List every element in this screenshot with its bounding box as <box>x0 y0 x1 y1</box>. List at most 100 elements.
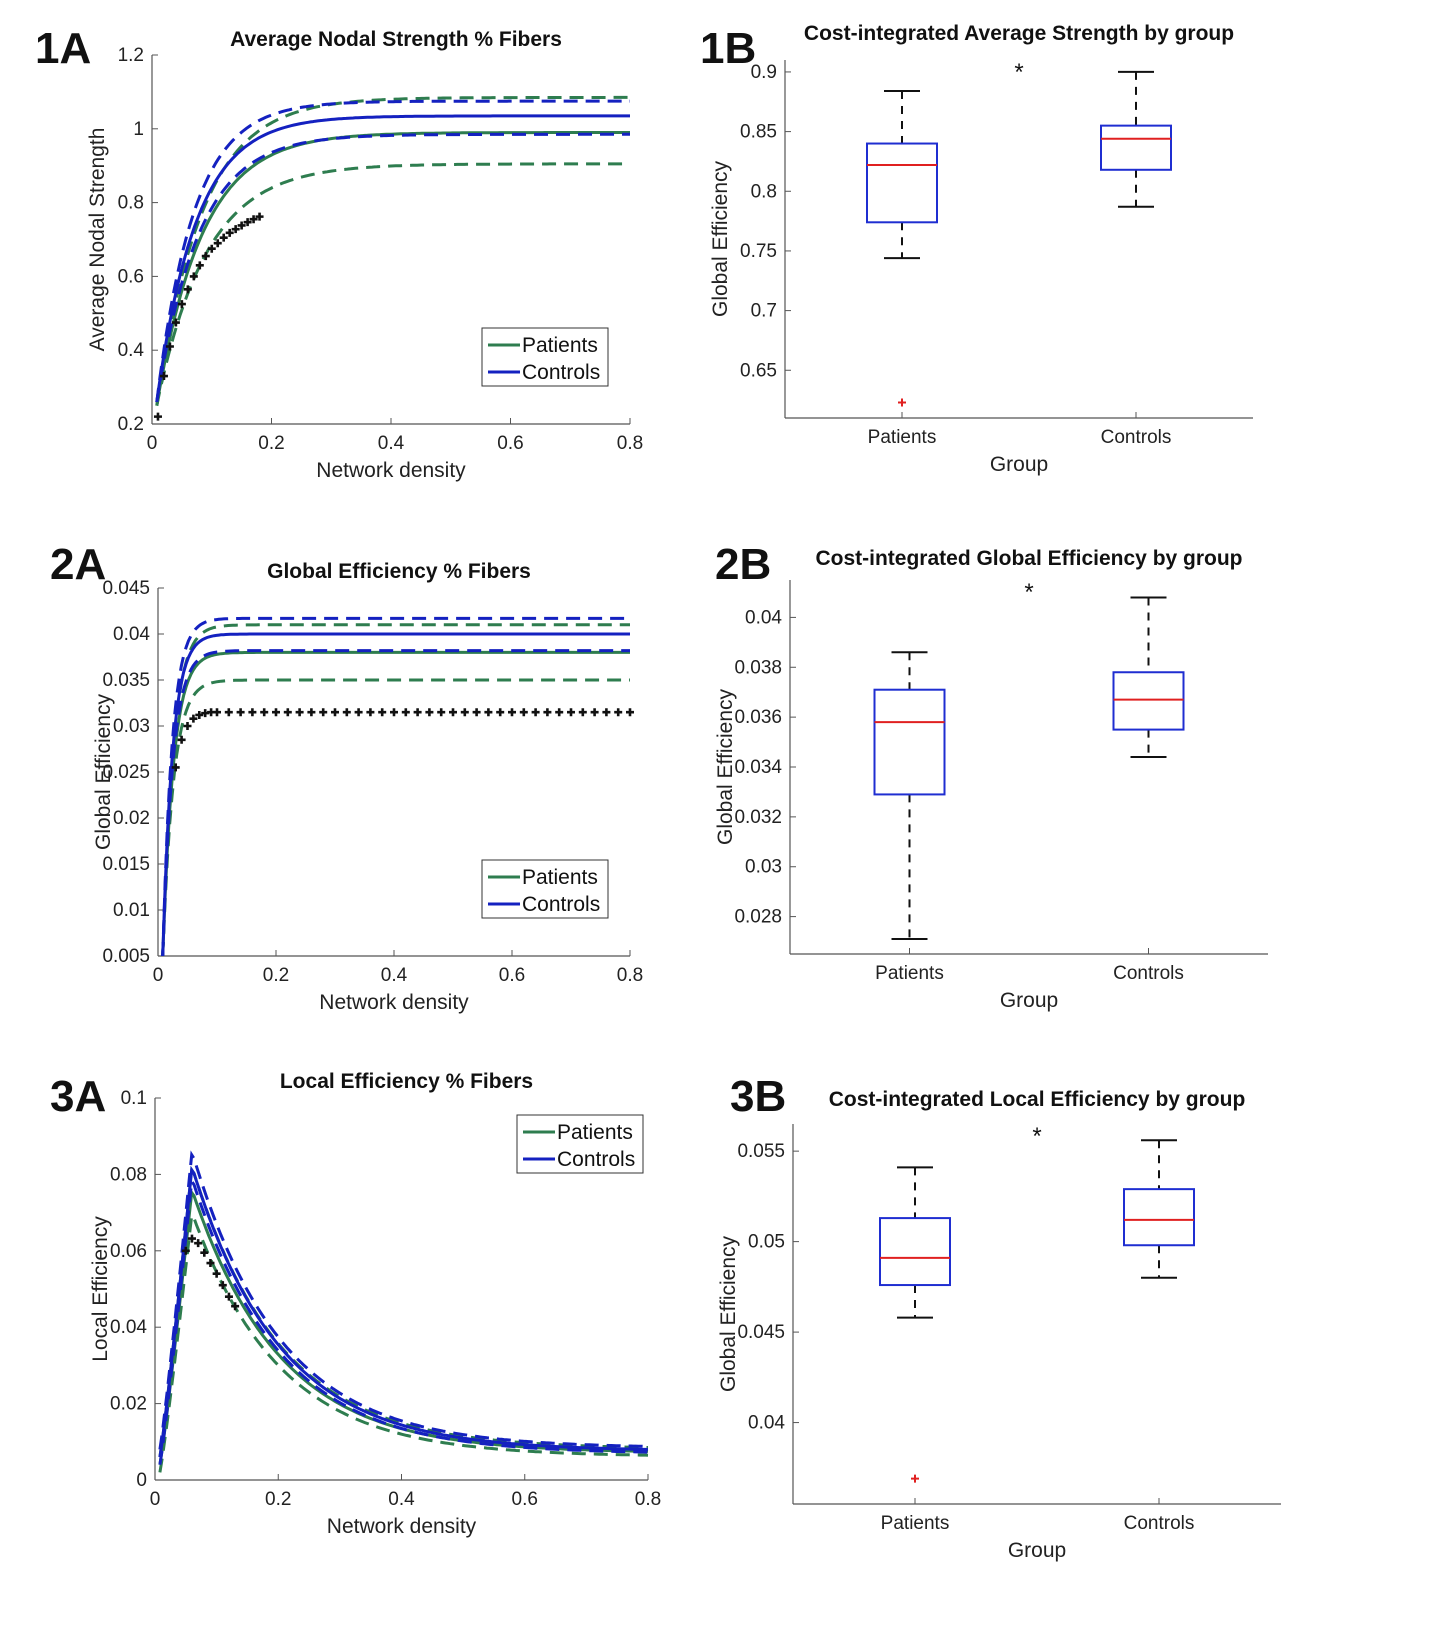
x-axis-label: Group <box>990 453 1048 476</box>
raw-data-point <box>425 708 434 717</box>
legend: Patients Controls <box>481 327 609 387</box>
boxplot-patients <box>873 651 946 941</box>
raw-data-point <box>201 252 210 261</box>
legend: Patients Controls <box>481 859 609 919</box>
panel-1b: 1B Cost-integrated Average Strength by g… <box>700 0 1434 520</box>
boxplot-controls <box>1100 70 1172 208</box>
y-tick-label: 0.6 <box>118 266 144 287</box>
x-axis-label: Group <box>1008 1539 1066 1562</box>
y-tick-label: 0.032 <box>734 807 782 828</box>
y-tick-label: 0.1 <box>121 1088 147 1109</box>
y-tick-label: 0.035 <box>102 670 150 691</box>
raw-data-point <box>195 261 204 270</box>
outlier-point <box>898 398 906 407</box>
iqr-box <box>866 142 938 224</box>
y-tick-label: 0.05 <box>748 1232 785 1253</box>
y-tick-label: 0.005 <box>102 946 150 967</box>
series-line-patients-ci <box>155 162 630 406</box>
raw-data-point <box>555 708 564 717</box>
series-line-controls-mean <box>155 114 630 403</box>
y-tick-label: 0.028 <box>734 907 782 928</box>
y-tick-label: 0.025 <box>102 762 150 783</box>
y-tick-label: 0.65 <box>740 360 777 381</box>
y-axis-label: Global Efficiency <box>714 688 737 845</box>
raw-data-point <box>249 215 258 224</box>
chart-title: Average Nodal Strength % Fibers <box>230 28 562 51</box>
raw-data-point <box>354 708 363 717</box>
y-tick-label: 0.9 <box>751 62 777 83</box>
raw-data-point <box>519 708 528 717</box>
raw-data-point <box>567 708 575 717</box>
y-tick-label: 0.4 <box>118 340 145 361</box>
series-line-controls-mean <box>161 632 630 957</box>
y-axis-label: Global Efficiency <box>92 693 115 850</box>
chart-2b-boxplot: Cost-integrated Global Efficiency by gro… <box>714 547 1268 1012</box>
boxplot-controls <box>1112 596 1185 759</box>
y-axis-label: Local Efficiency <box>89 1216 112 1362</box>
y-axis-label: Global Efficiency <box>717 1235 740 1392</box>
x-axis-label: Network density <box>319 991 469 1014</box>
raw-data-point <box>342 708 351 717</box>
raw-data-point <box>181 1246 190 1255</box>
x-tick-label: 0 <box>153 965 164 986</box>
chart-3b-boxplot: Cost-integrated Local Efficiency by grou… <box>717 1088 1281 1562</box>
chart-title: Cost-integrated Local Efficiency by grou… <box>829 1088 1246 1111</box>
raw-data-point <box>195 710 204 719</box>
y-tick-label: 0.8 <box>118 193 144 214</box>
raw-data-point <box>153 412 162 421</box>
raw-data-point <box>319 708 328 717</box>
y-tick-label: 0.7 <box>751 301 777 322</box>
series-line-controls-ci <box>158 1150 649 1450</box>
iqr-box <box>873 688 946 796</box>
y-tick-label: 0.02 <box>110 1394 147 1415</box>
raw-data-point <box>248 708 257 717</box>
raw-data-point <box>472 708 481 717</box>
boxplot-controls <box>1123 1139 1195 1279</box>
panel-label-2b: 2B <box>715 540 772 589</box>
y-tick-label: 0.015 <box>102 854 150 875</box>
y-tick-label: 0.2 <box>118 414 144 435</box>
legend-label-controls: Controls <box>522 361 600 384</box>
raw-data-point <box>200 1248 209 1257</box>
series-line-patients-ci <box>161 678 630 957</box>
outlier-point <box>911 1474 919 1483</box>
x-tick-label: 0.6 <box>512 1489 538 1510</box>
raw-data-point <box>213 708 221 717</box>
raw-data-point <box>531 708 540 717</box>
raw-data-point <box>218 1281 227 1290</box>
chart-2a-line: Global Efficiency % Fibers 0 0.2 0.4 0.6 0.8 0… <box>92 560 643 1014</box>
raw-data-point <box>437 708 446 717</box>
y-tick-label: 0.03 <box>745 857 782 878</box>
panel-3b: 3B Cost-integrated Local Efficiency by g… <box>700 1060 1434 1632</box>
y-tick-label: 0.04 <box>110 1317 147 1338</box>
iqr-box <box>1100 124 1172 171</box>
panel-1a: 1A Average Nodal Strength % Fibers 0 0.2 0.… <box>0 0 700 520</box>
raw-data-point <box>183 285 192 294</box>
raw-data-point <box>187 1234 196 1243</box>
raw-data-point <box>378 708 387 717</box>
y-tick-label: 1.2 <box>118 45 144 66</box>
x-tick-label: 0.2 <box>258 433 284 454</box>
raw-data-point <box>159 372 168 381</box>
x-tick-label: 0.4 <box>388 1489 415 1510</box>
y-tick-label: 0.85 <box>740 122 777 143</box>
y-tick-label: 0.06 <box>110 1241 147 1262</box>
raw-data-point <box>602 708 611 717</box>
x-axis-label: Network density <box>316 459 466 482</box>
iqr-box <box>879 1217 951 1287</box>
legend-label-patients: Patients <box>522 866 598 889</box>
raw-data-point <box>219 233 228 242</box>
significance-marker: * <box>1032 1123 1041 1150</box>
panel-label-2a: 2A <box>50 540 107 589</box>
x-tick-label-controls: Controls <box>1113 963 1184 984</box>
series-line-patients-ci <box>158 1165 648 1458</box>
raw-data-point <box>225 228 234 237</box>
panel-2b: 2B Cost-integrated Global Efficiency by … <box>700 520 1434 1060</box>
series-line-patients-mean <box>161 650 630 957</box>
iqr-box <box>1123 1188 1195 1247</box>
y-axis-label: Average Nodal Strength <box>86 128 109 352</box>
raw-data-point <box>590 708 599 717</box>
raw-data-point <box>171 763 180 772</box>
legend-box <box>481 327 609 387</box>
raw-data-point <box>183 722 192 730</box>
